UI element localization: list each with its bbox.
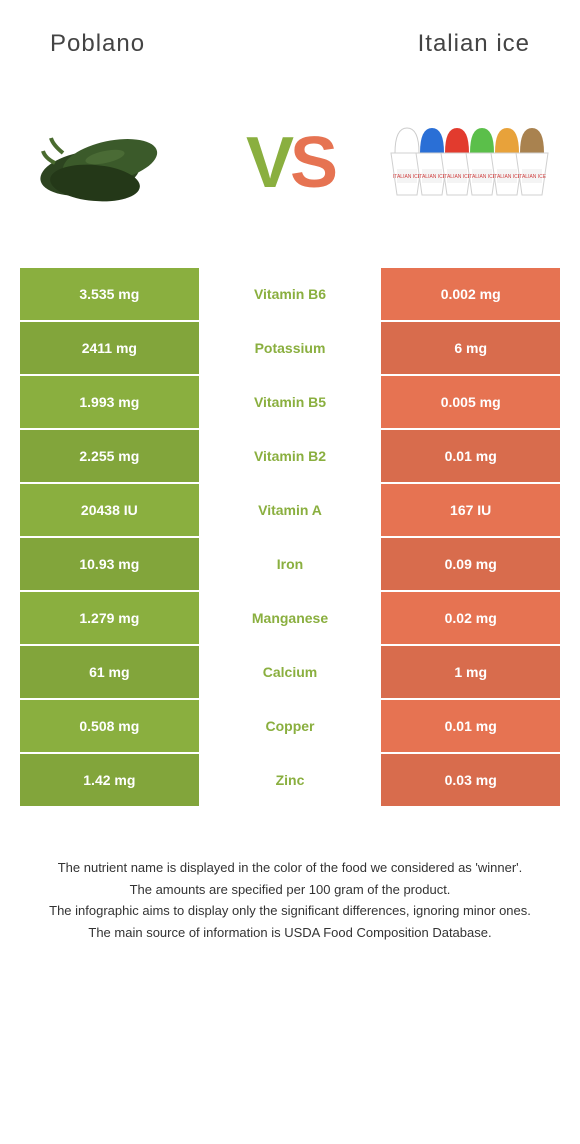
left-value: 20438 IU [20,484,199,536]
table-row: 61 mg Calcium 1 mg [20,646,560,698]
right-value: 0.002 mg [381,268,560,320]
left-value: 1.42 mg [20,754,199,806]
footnote-line: The main source of information is USDA F… [30,923,550,943]
italian-ice-icon: ITALIAN ICE ITALIAN ICE ITALIAN ICE ITAL… [380,103,550,223]
right-value: 1 mg [381,646,560,698]
nutrient-label: Iron [201,538,380,590]
vs-label: VS [246,122,334,204]
vs-s: S [290,122,334,204]
right-value: 0.01 mg [381,700,560,752]
table-row: 1.993 mg Vitamin B5 0.005 mg [20,376,560,428]
left-value: 2411 mg [20,322,199,374]
table-row: 2411 mg Potassium 6 mg [20,322,560,374]
right-food-title: Italian ice [418,30,530,58]
table-row: 1.279 mg Manganese 0.02 mg [20,592,560,644]
nutrient-label: Zinc [201,754,380,806]
left-value: 1.993 mg [20,376,199,428]
right-value: 6 mg [381,322,560,374]
footnote-line: The nutrient name is displayed in the co… [30,858,550,878]
table-row: 2.255 mg Vitamin B2 0.01 mg [20,430,560,482]
left-value: 10.93 mg [20,538,199,590]
nutrient-label: Vitamin A [201,484,380,536]
right-value: 0.03 mg [381,754,560,806]
poblano-image [30,98,200,228]
italian-ice-image: ITALIAN ICE ITALIAN ICE ITALIAN ICE ITAL… [380,98,550,228]
right-value: 0.02 mg [381,592,560,644]
svg-text:ITALIAN ICE: ITALIAN ICE [518,174,547,180]
nutrient-label: Vitamin B6 [201,268,380,320]
nutrient-label: Manganese [201,592,380,644]
vs-v: V [246,122,290,204]
nutrient-label: Copper [201,700,380,752]
right-value: 0.005 mg [381,376,560,428]
nutrient-table: 3.535 mg Vitamin B6 0.002 mg 2411 mg Pot… [20,268,560,806]
left-food-title: Poblano [50,30,145,58]
left-value: 3.535 mg [20,268,199,320]
hero-row: VS ITALIAN ICE ITALIAN ICE ITALIAN ICE [0,78,580,268]
table-row: 3.535 mg Vitamin B6 0.002 mg [20,268,560,320]
table-row: 20438 IU Vitamin A 167 IU [20,484,560,536]
header: Poblano Italian ice [0,0,580,78]
left-value: 2.255 mg [20,430,199,482]
right-value: 0.09 mg [381,538,560,590]
left-value: 0.508 mg [20,700,199,752]
nutrient-label: Vitamin B5 [201,376,380,428]
poblano-icon [35,113,195,213]
left-value: 61 mg [20,646,199,698]
table-row: 0.508 mg Copper 0.01 mg [20,700,560,752]
nutrient-label: Potassium [201,322,380,374]
table-row: 10.93 mg Iron 0.09 mg [20,538,560,590]
footnote-line: The amounts are specified per 100 gram o… [30,880,550,900]
infographic-root: Poblano Italian ice VS ITALIAN ICE [0,0,580,964]
nutrient-label: Calcium [201,646,380,698]
footnotes: The nutrient name is displayed in the co… [0,808,580,964]
footnote-line: The infographic aims to display only the… [30,901,550,921]
left-value: 1.279 mg [20,592,199,644]
right-value: 167 IU [381,484,560,536]
table-row: 1.42 mg Zinc 0.03 mg [20,754,560,806]
nutrient-label: Vitamin B2 [201,430,380,482]
right-value: 0.01 mg [381,430,560,482]
